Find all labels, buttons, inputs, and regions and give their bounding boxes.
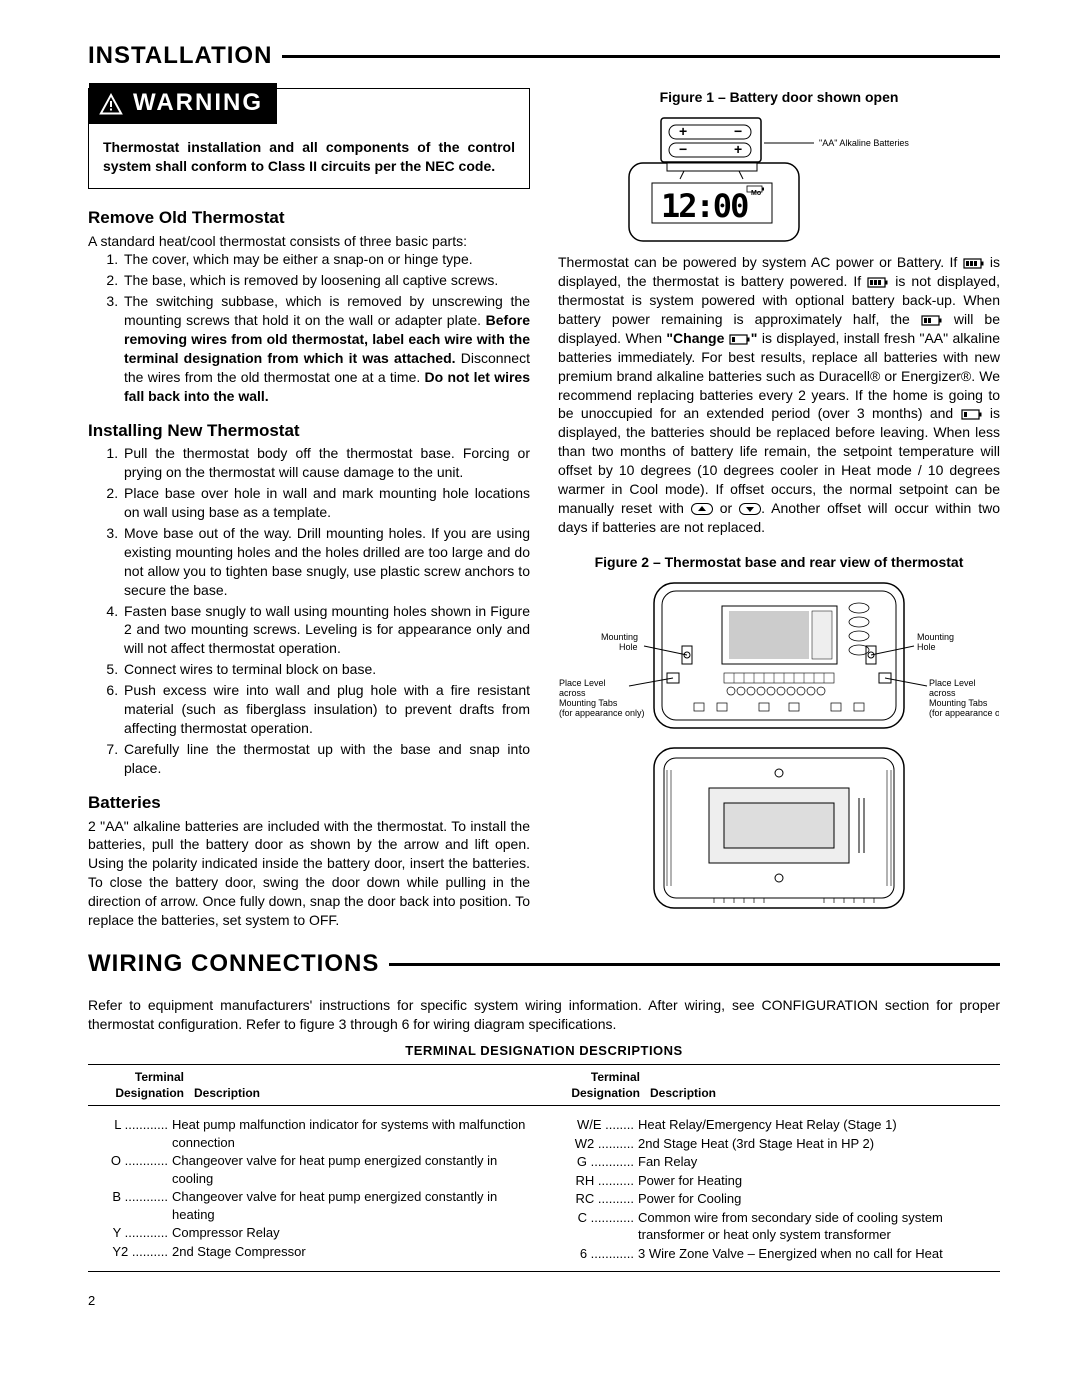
terminal-title: TERMINAL DESIGNATION DESCRIPTIONS [88,1042,1000,1060]
remove-heading: Remove Old Thermostat [88,207,530,230]
section-installation-title: INSTALLATION [88,40,1000,72]
svg-text:+: + [734,141,742,157]
remove-list: The cover, which may be either a snap-on… [88,250,530,405]
batteries-text: 2 "AA" alkaline batteries are included w… [88,817,530,930]
installation-columns: WARNING Thermostat installation and all … [88,88,1000,929]
th-description: Description [644,1085,1000,1101]
table-row: W2 ..........2nd Stage Heat (3rd Stage H… [554,1135,1000,1153]
table-row: O ............Changeover valve for heat … [88,1152,534,1187]
figure2-title: Figure 2 – Thermostat base and rear view… [558,553,1000,572]
list-item: Place base over hole in wall and mark mo… [122,484,530,522]
wiring-intro: Refer to equipment manufacturers' instru… [88,996,1000,1034]
svg-text:across: across [559,688,586,698]
warning-icon [99,93,123,115]
list-item: The base, which is removed by loosening … [122,271,530,290]
svg-text:Place Level: Place Level [559,678,606,688]
title-rule [282,55,1000,58]
table-row: L ............Heat pump malfunction indi… [88,1116,534,1151]
table-col-left: L ............Heat pump malfunction indi… [88,1116,534,1263]
th-description: Description [188,1085,544,1101]
list-item: The switching subbase, which is removed … [122,292,530,405]
figure1-svg: + − − + 12:00 Mo "AA" Alkaline Batteries [599,113,959,243]
table-col-right: W/E ........Heat Relay/Emergency Heat Re… [554,1116,1000,1263]
up-button-icon [691,503,713,515]
svg-text:"AA" Alkaline Batteries: "AA" Alkaline Batteries [819,138,909,148]
svg-text:Hole: Hole [619,642,638,652]
battery-half-icon [921,315,943,326]
right-column: Figure 1 – Battery door shown open + − −… [558,88,1000,929]
svg-text:−: − [734,123,742,139]
down-button-icon [739,503,761,515]
table-row: W/E ........Heat Relay/Emergency Heat Re… [554,1116,1000,1134]
svg-text:+: + [679,123,687,139]
remove-intro: A standard heat/cool thermostat consists… [88,232,530,251]
figure1: + − − + 12:00 Mo "AA" Alkaline Batteries [558,113,1000,243]
svg-text:−: − [679,141,687,157]
svg-text:12:00: 12:00 [661,187,748,225]
warning-banner: WARNING [89,83,277,123]
table-row: B ............Changeover valve for heat … [88,1188,534,1223]
terminal-table: Terminal Designation Description Termina… [88,1064,1000,1273]
warning-text: Thermostat installation and all componen… [103,138,515,176]
figure1-title: Figure 1 – Battery door shown open [558,88,1000,107]
table-row: G ............Fan Relay [554,1153,1000,1171]
title-rule [389,963,1000,966]
svg-text:Place Level: Place Level [929,678,976,688]
install-heading: Installing New Thermostat [88,420,530,443]
section-title-text: INSTALLATION [88,40,272,72]
table-body: L ............Heat pump malfunction indi… [88,1106,1000,1271]
battery-low-icon [729,334,751,345]
power-text: Thermostat can be powered by system AC p… [558,253,1000,536]
list-item: Connect wires to terminal block on base. [122,660,530,679]
svg-text:across: across [929,688,956,698]
battery-full-icon [963,258,985,269]
list-item: Pull the thermostat body off the thermos… [122,444,530,482]
table-row: 6 ............3 Wire Zone Valve – Energi… [554,1245,1000,1263]
page-number: 2 [88,1292,1000,1310]
battery-full-icon [867,277,889,288]
table-row: RC ..........Power for Cooling [554,1190,1000,1208]
list-item: Carefully line the thermostat up with th… [122,740,530,778]
install-list: Pull the thermostat body off the thermos… [88,444,530,777]
battery-low-icon [961,409,983,420]
figure2-svg: MountingHole MountingHole Place Level ac… [559,578,999,918]
warning-label: WARNING [133,87,263,119]
table-row: RH ..........Power for Heating [554,1172,1000,1190]
table-row: C ............Common wire from secondary… [554,1209,1000,1244]
list-item: Move base out of the way. Drill mounting… [122,524,530,600]
list-item: The cover, which may be either a snap-on… [122,250,530,269]
table-row: Y ............Compressor Relay [88,1224,534,1242]
table-header: Terminal Designation Description Termina… [88,1065,1000,1106]
svg-text:Mounting: Mounting [601,632,638,642]
batteries-heading: Batteries [88,792,530,815]
svg-text:Mo: Mo [751,190,761,197]
svg-text:Hole: Hole [917,642,936,652]
warning-box: WARNING Thermostat installation and all … [88,88,530,188]
list-item: Fasten base snugly to wall using mountin… [122,602,530,659]
svg-text:Mounting Tabs: Mounting Tabs [559,698,618,708]
svg-text:(for appearance only): (for appearance only) [929,708,999,718]
left-column: WARNING Thermostat installation and all … [88,88,530,929]
svg-text:Mounting Tabs: Mounting Tabs [929,698,988,708]
figure2: MountingHole MountingHole Place Level ac… [558,578,1000,918]
th-designation: Terminal Designation [88,1069,188,1101]
section-title-text: WIRING CONNECTIONS [88,948,379,980]
table-row: Y2 ..........2nd Stage Compressor [88,1243,534,1261]
th-designation: Terminal Designation [544,1069,644,1101]
list-item: Push excess wire into wall and plug hole… [122,681,530,738]
svg-text:(for appearance only): (for appearance only) [559,708,645,718]
section-wiring-title: WIRING CONNECTIONS [88,948,1000,980]
svg-text:Mounting: Mounting [917,632,954,642]
